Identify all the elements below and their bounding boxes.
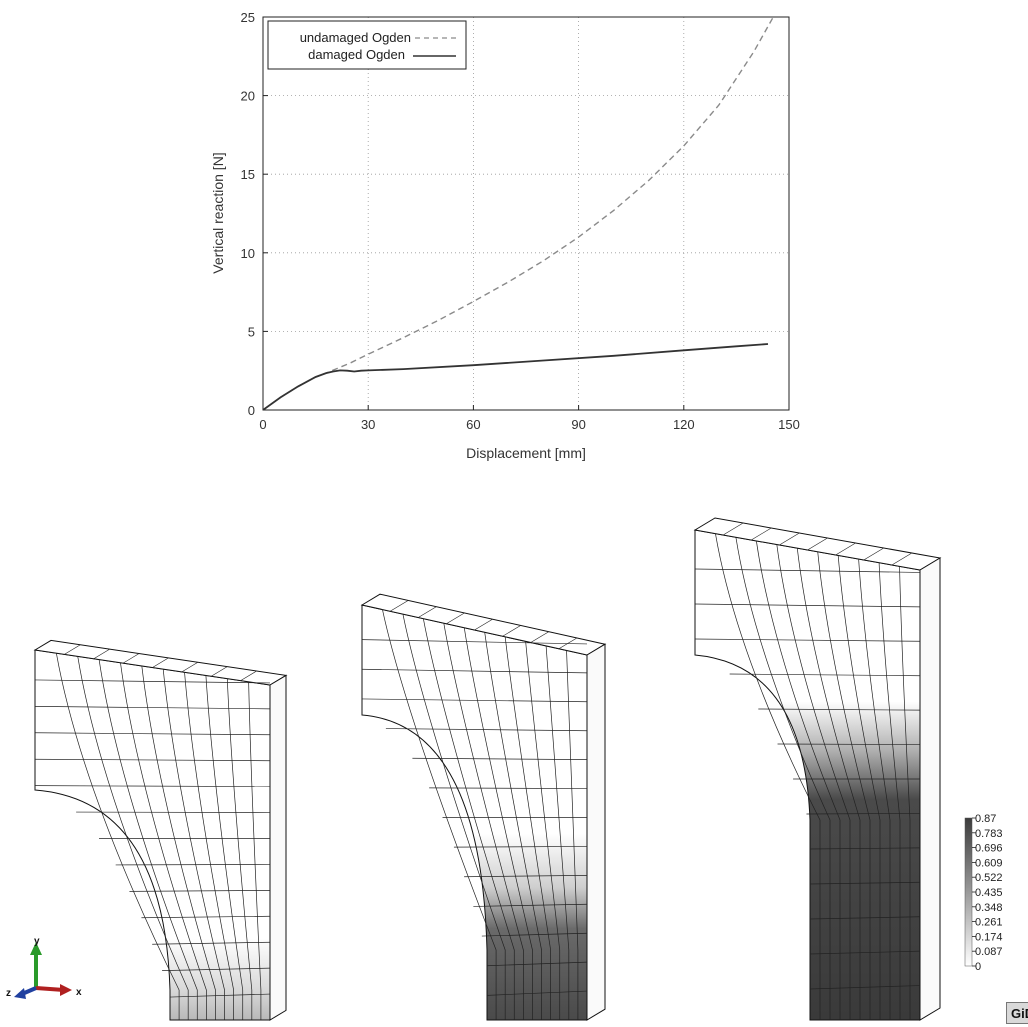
y-tick-label: 0 <box>248 403 255 418</box>
colorbar-tick-label: 0.783 <box>975 828 1003 840</box>
colorbar-tick-label: 0.435 <box>975 887 1003 899</box>
x-tick-label: 0 <box>259 417 266 432</box>
legend-label-undamaged: undamaged Ogden <box>300 30 411 45</box>
colorbar-tick-label: 0.174 <box>975 931 1003 943</box>
triad-x-label: x <box>76 987 82 998</box>
x-tick-label: 120 <box>673 417 695 432</box>
x-axis-label: Displacement [mm] <box>466 445 586 461</box>
reaction-displacement-chart: 0 30 60 90 120 150 0 5 10 15 20 25 Displacement [mm… <box>210 10 800 461</box>
triad-y-label: y <box>34 936 40 947</box>
colorbar-tick-label: 0.261 <box>975 917 1003 929</box>
legend: undamaged Ogden damaged Ogden <box>267 20 467 70</box>
colorbar-tick-label: 0 <box>975 961 981 973</box>
colorbar-tick-label: 0.609 <box>975 857 1003 869</box>
y-axis-label: Vertical reaction [N] <box>210 152 226 273</box>
y-tick-label: 5 <box>248 324 255 339</box>
gid-logo: GiD <box>1006 1002 1028 1024</box>
x-tick-label: 60 <box>466 417 480 432</box>
specimen-side-face <box>269 674 287 1021</box>
x-tick-label: 30 <box>361 417 375 432</box>
plot-frame <box>262 16 790 411</box>
colorbar-tick-label: 0.087 <box>975 946 1003 958</box>
colorbar-ticks: 0.87 0.783 0.696 0.609 0.522 0.435 0.348 0.261 0… <box>972 813 1003 973</box>
series-line-damaged <box>263 343 769 410</box>
colorbar-tick-label: 0.522 <box>975 872 1003 884</box>
specimen-front-face <box>694 529 921 1021</box>
x-tick-label: 90 <box>571 417 585 432</box>
axis-ticks: 0 30 60 90 120 150 0 5 10 15 20 25 <box>241 10 800 432</box>
colorbar-tick-label: 0.87 <box>975 813 996 825</box>
colorbar-tick-label: 0.348 <box>975 902 1003 914</box>
y-tick-label: 15 <box>241 167 255 182</box>
x-tick-label: 150 <box>778 417 800 432</box>
y-tick-label: 25 <box>241 10 255 25</box>
colorbar-tick-label: 0.696 <box>975 843 1003 855</box>
chart-grid <box>263 17 789 410</box>
axes-triad-icon: y x z <box>6 936 82 999</box>
legend-box <box>267 20 467 70</box>
legend-label-damaged: damaged Ogden <box>308 47 405 62</box>
y-tick-label: 10 <box>241 246 255 261</box>
colorbar <box>964 817 973 967</box>
specimen-side-face <box>919 557 941 1021</box>
specimen-side-face <box>586 643 606 1021</box>
specimen-mesh <box>360 593 607 1021</box>
chart-series <box>263 17 775 410</box>
specimen-mesh <box>693 517 942 1021</box>
specimen-front-face <box>361 604 588 1021</box>
specimen-mesh <box>33 639 288 1021</box>
y-tick-label: 20 <box>241 89 255 104</box>
triad-z-label: z <box>6 988 11 999</box>
specimen-front-face <box>34 649 271 1021</box>
